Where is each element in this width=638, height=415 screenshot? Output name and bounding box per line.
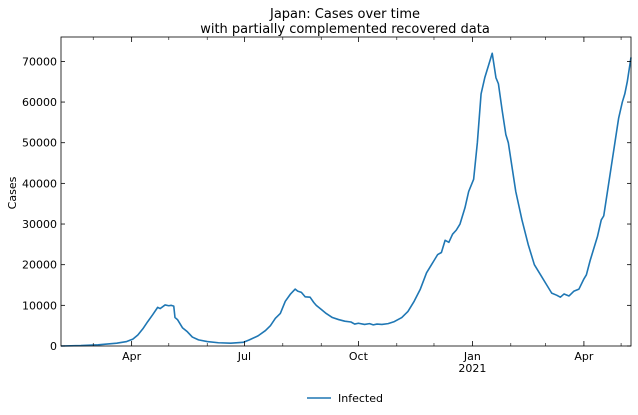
chart-title: Japan: Cases over time [269, 7, 420, 22]
y-tick-label-30000: 30000 [22, 218, 57, 231]
x-tick-label-3: Jan [463, 350, 481, 363]
y-tick-label-50000: 50000 [22, 137, 57, 150]
legend-label-infected: Infected [338, 392, 383, 405]
chart-subtitle: with partially complemented recovered da… [200, 22, 490, 37]
x-tick-sublabel-3: 2021 [458, 362, 486, 375]
x-tick-label-4: Apr [574, 350, 594, 363]
plot-frame [60, 36, 632, 347]
y-tick-label-10000: 10000 [22, 299, 57, 312]
x-tick-label-1: Jul [237, 350, 251, 363]
x-tick-label-2: Oct [349, 350, 369, 363]
y-tick-label-60000: 60000 [22, 96, 57, 109]
y-tick-label-0: 0 [50, 340, 57, 353]
y-axis-label: Cases [6, 176, 19, 209]
y-tick-label-20000: 20000 [22, 259, 57, 272]
y-tick-label-70000: 70000 [22, 55, 57, 68]
y-tick-label-40000: 40000 [22, 177, 57, 190]
series-line-infected [60, 52, 632, 347]
legend: Infected [307, 392, 383, 405]
x-tick-label-0: Apr [122, 350, 142, 363]
